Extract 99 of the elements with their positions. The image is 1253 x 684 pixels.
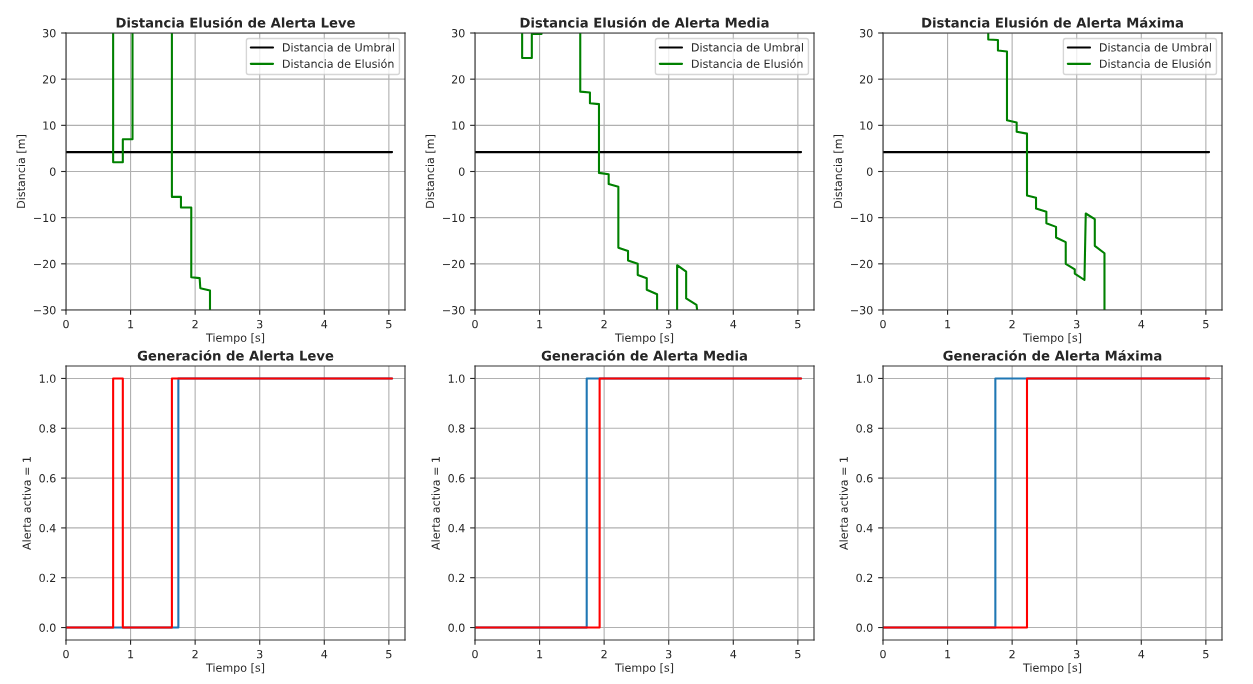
y-tick-label: 10	[43, 121, 56, 130]
x-tick-label: 5	[386, 650, 392, 659]
y-tick-label: 0.0	[856, 623, 873, 632]
x-tick-label: 1	[945, 650, 951, 659]
y-tick-label: 0.0	[39, 623, 56, 632]
y-tick-label: 0	[866, 167, 873, 176]
x-tick-label: 5	[386, 320, 392, 329]
x-tick-label: 0	[63, 649, 69, 659]
x-axis-title: Tiempo [s]	[1022, 333, 1082, 345]
legend-label: Distancia de Elusión	[1100, 58, 1211, 68]
x-axis-title: Tiempo [s]	[614, 663, 674, 675]
chart-title: Distancia Elusión de Alerta Máxima	[922, 16, 1183, 28]
x-tick-label: 3	[1074, 649, 1080, 659]
y-tick-label: 0.2	[856, 573, 873, 583]
x-tick-label: 1	[537, 650, 543, 659]
y-tick-label: 1.0	[448, 374, 465, 383]
x-tick-label: 1	[128, 320, 134, 329]
y-axis-title: Distancia [m]	[833, 135, 844, 208]
chart-title: Distancia Elusión de Alerta Media	[520, 16, 769, 28]
x-tick-label: 4	[1138, 650, 1145, 659]
y-tick-label: −10	[443, 213, 465, 223]
x-tick-label: 3	[666, 319, 672, 329]
legend-label: Distancia de Umbral	[283, 43, 394, 52]
x-tick-label: 0	[880, 319, 886, 329]
x-tick-label: 3	[1074, 319, 1080, 329]
chart-title: Distancia Elusión de Alerta Leve	[116, 16, 355, 28]
x-tick-label: 4	[321, 650, 328, 659]
x-tick-label: 0	[880, 649, 886, 659]
y-tick-label: −20	[34, 259, 56, 269]
y-axis-title: Alerta activa = 1	[22, 457, 31, 550]
legend-label: Distancia de Elusión	[283, 58, 394, 68]
x-axis-title: Tiempo [s]	[614, 333, 674, 345]
x-tick-label: 4	[730, 650, 737, 659]
x-tick-label: 5	[1203, 650, 1209, 659]
y-tick-label: −10	[851, 213, 873, 223]
chart-title: Generación de Alerta Media	[541, 349, 747, 361]
x-axis-title: Tiempo [s]	[1022, 663, 1082, 675]
y-tick-label: −20	[851, 259, 873, 269]
y-tick-label: 0.4	[39, 523, 56, 533]
y-tick-label: 0	[49, 167, 56, 176]
x-tick-label: 3	[257, 649, 263, 659]
y-tick-label: −10	[34, 213, 56, 223]
y-tick-label: −30	[34, 305, 56, 315]
x-tick-label: 5	[795, 650, 801, 659]
y-tick-label: 0.4	[856, 523, 873, 533]
y-tick-label: 0.6	[856, 474, 873, 483]
y-tick-label: 0	[458, 167, 465, 176]
x-tick-label: 2	[1009, 649, 1015, 659]
chart-title: Generación de Alerta Leve	[137, 349, 334, 361]
y-tick-label: 0.8	[39, 424, 56, 433]
y-tick-label: 0.8	[856, 424, 873, 433]
x-axis-title: Tiempo [s]	[205, 333, 265, 345]
x-tick-label: 4	[730, 320, 737, 329]
x-tick-label: 1	[945, 320, 951, 329]
legend-label: Distancia de Umbral	[692, 43, 803, 52]
y-tick-label: 30	[859, 28, 873, 38]
y-tick-label: −30	[443, 305, 465, 315]
x-tick-label: 2	[1009, 319, 1015, 329]
x-tick-label: 4	[1138, 320, 1145, 329]
y-tick-label: 1.0	[39, 374, 56, 383]
x-tick-label: 2	[601, 649, 607, 659]
y-tick-label: 20	[42, 75, 56, 84]
x-tick-label: 2	[192, 649, 198, 659]
x-tick-label: 1	[537, 320, 543, 329]
y-tick-label: 10	[452, 121, 465, 130]
x-tick-label: 0	[472, 649, 478, 659]
y-axis-title: Alerta activa = 1	[839, 457, 848, 550]
y-tick-label: 0.2	[39, 573, 56, 583]
x-tick-label: 1	[128, 650, 134, 659]
chart-title: Generación de Alerta Máxima	[943, 349, 1162, 361]
x-tick-label: 2	[601, 319, 607, 329]
y-tick-label: 30	[42, 28, 56, 38]
x-tick-label: 3	[666, 649, 672, 659]
y-tick-label: 0.0	[448, 623, 465, 632]
y-tick-label: 0.6	[39, 474, 56, 483]
y-tick-label: 0.6	[448, 474, 465, 483]
y-axis-title: Distancia [m]	[425, 135, 436, 208]
y-tick-label: −20	[443, 259, 465, 269]
x-tick-label: 0	[63, 319, 69, 329]
y-tick-label: 1.0	[856, 374, 873, 383]
x-tick-label: 0	[472, 319, 478, 329]
y-tick-label: 10	[860, 121, 873, 130]
x-tick-label: 5	[1203, 320, 1209, 329]
y-tick-label: 0.2	[448, 573, 465, 583]
x-tick-label: 4	[321, 320, 328, 329]
legend-label: Distancia de Elusión	[692, 58, 803, 68]
y-tick-label: 0.8	[448, 424, 465, 433]
x-tick-label: 5	[795, 320, 801, 329]
y-tick-label: 30	[451, 28, 465, 38]
legend-label: Distancia de Umbral	[1100, 43, 1211, 52]
x-tick-label: 3	[257, 319, 263, 329]
y-axis-title: Distancia [m]	[16, 135, 27, 208]
x-axis-title: Tiempo [s]	[205, 663, 265, 675]
x-tick-label: 2	[192, 319, 198, 329]
y-tick-label: 0.4	[448, 523, 465, 533]
y-axis-title: Alerta activa = 1	[431, 457, 440, 550]
y-tick-label: 20	[859, 75, 873, 84]
y-tick-label: −30	[851, 305, 873, 315]
y-tick-label: 20	[451, 75, 465, 84]
